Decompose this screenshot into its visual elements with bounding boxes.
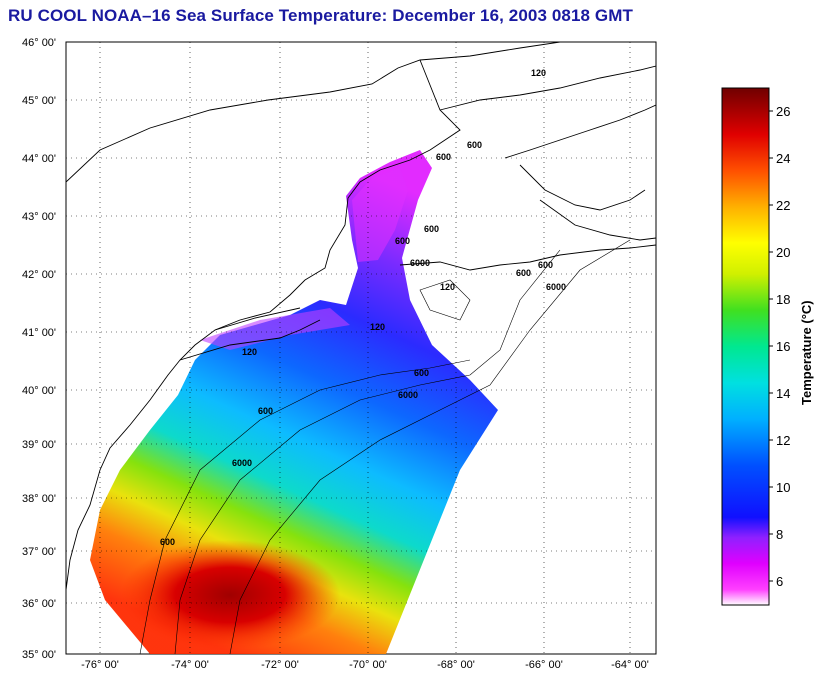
svg-text:600: 600 [467, 140, 482, 150]
isobaths [139, 239, 631, 654]
longitude-labels: -76° 00' -74° 00' -72° 00' -70° 00' -68°… [81, 659, 649, 671]
svg-text:120: 120 [242, 347, 257, 357]
svg-text:39° 00': 39° 00' [22, 439, 56, 451]
svg-text:600: 600 [258, 406, 273, 416]
svg-text:600: 600 [414, 368, 429, 378]
colorbar-tick-label: 16 [776, 339, 790, 354]
svg-text:42° 00': 42° 00' [22, 269, 56, 281]
colorbar-tick-label: 12 [776, 433, 790, 448]
svg-text:600: 600 [538, 260, 553, 270]
svg-text:-66° 00': -66° 00' [525, 659, 563, 671]
colorbar: 26 24 22 20 18 16 14 12 10 8 6 Temperatu… [721, 87, 814, 606]
sst-swath [90, 150, 498, 654]
svg-text:-76° 00': -76° 00' [81, 659, 119, 671]
latitude-labels: 46° 00' 45° 00' 44° 00' 43° 00' 42° 00' … [22, 37, 56, 661]
colorbar-tick-label: 26 [776, 104, 790, 119]
svg-text:120: 120 [370, 322, 385, 332]
svg-text:43° 00': 43° 00' [22, 211, 56, 223]
svg-text:6000: 6000 [398, 390, 418, 400]
svg-text:120: 120 [531, 68, 546, 78]
svg-text:37° 00': 37° 00' [22, 546, 56, 558]
svg-text:600: 600 [436, 152, 451, 162]
colorbar-tick-label: 18 [776, 292, 790, 307]
page-title: RU COOL NOAA–16 Sea Surface Temperature:… [8, 6, 633, 25]
svg-text:600: 600 [516, 268, 531, 278]
svg-text:36° 00': 36° 00' [22, 598, 56, 610]
colorbar-tick-label: 22 [776, 198, 790, 213]
svg-text:-70° 00': -70° 00' [349, 659, 387, 671]
svg-text:6000: 6000 [546, 282, 566, 292]
svg-text:46° 00': 46° 00' [22, 37, 56, 49]
svg-text:6000: 6000 [410, 258, 430, 268]
colorbar-gradient [721, 87, 770, 606]
colorbar-tick-label: 14 [776, 386, 790, 401]
svg-text:120: 120 [440, 282, 455, 292]
svg-text:44° 00': 44° 00' [22, 153, 56, 165]
svg-text:41° 00': 41° 00' [22, 327, 56, 339]
colorbar-tick-label: 8 [776, 527, 783, 542]
colorbar-ticks [769, 110, 773, 582]
gulf-stream-core [120, 540, 340, 650]
colorbar-tick-label: 6 [776, 574, 783, 589]
graticule [66, 42, 656, 654]
colorbar-tick-label: 20 [776, 245, 790, 260]
svg-text:40° 00': 40° 00' [22, 385, 56, 397]
shelf-fringe [200, 308, 350, 350]
colorbar-tick-label: 10 [776, 480, 790, 495]
svg-text:600: 600 [395, 236, 410, 246]
svg-text:-68° 00': -68° 00' [437, 659, 475, 671]
svg-text:6000: 6000 [232, 458, 252, 468]
svg-text:-64° 00': -64° 00' [611, 659, 649, 671]
gulf-of-maine-fringe [352, 168, 408, 262]
svg-text:45° 00': 45° 00' [22, 95, 56, 107]
svg-text:38° 00': 38° 00' [22, 493, 56, 505]
isobath-labels: 120 600 600 600 600 6000 120 120 600 600… [160, 68, 566, 547]
colorbar-title: Temperature (°C) [799, 300, 814, 405]
svg-text:35° 00': 35° 00' [22, 649, 56, 661]
colorbar-tick-label: 24 [776, 151, 790, 166]
svg-text:-74° 00': -74° 00' [171, 659, 209, 671]
coastline [66, 42, 656, 591]
svg-text:600: 600 [424, 224, 439, 234]
svg-text:-72° 00': -72° 00' [261, 659, 299, 671]
svg-text:600: 600 [160, 537, 175, 547]
